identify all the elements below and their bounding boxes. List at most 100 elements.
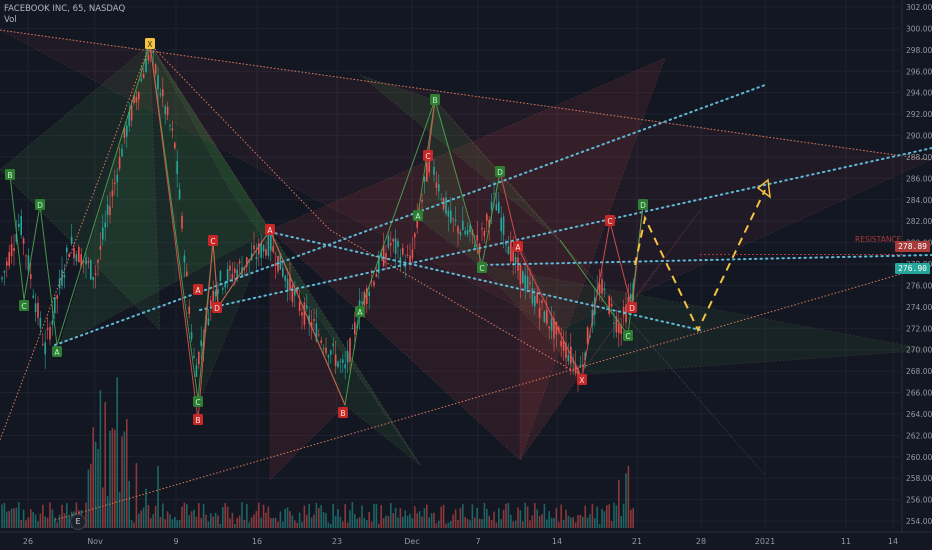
candle-body xyxy=(584,352,586,361)
candle-body xyxy=(106,204,109,216)
volume-bar xyxy=(39,513,42,528)
volume-bar xyxy=(198,503,200,528)
volume-bar xyxy=(555,508,558,528)
price-axis-label: 300.00 xyxy=(906,24,932,33)
volume-bar xyxy=(541,514,543,528)
volume-bar xyxy=(490,520,493,528)
candle-body xyxy=(346,351,349,363)
volume-bar xyxy=(150,518,152,528)
candle-body xyxy=(351,327,354,329)
channel-line xyxy=(199,147,932,311)
pattern-triangle xyxy=(269,229,421,466)
volume-bar xyxy=(574,522,577,528)
candle-body xyxy=(210,300,212,307)
candle-body xyxy=(82,260,85,263)
price-axis-label: 292.00 xyxy=(906,110,932,119)
volume-bar xyxy=(476,507,478,528)
candle-body xyxy=(116,174,118,183)
candle-body xyxy=(75,254,78,262)
volume-bar xyxy=(378,523,380,528)
trend-line xyxy=(149,43,331,231)
volume-bar xyxy=(310,517,313,528)
candle-body xyxy=(111,190,114,197)
volume-bar xyxy=(536,509,538,528)
candle-body xyxy=(627,297,630,304)
volume-bar xyxy=(284,508,286,528)
volume-bar xyxy=(92,427,94,528)
pattern-point-c-label: C xyxy=(607,217,612,226)
volume-bar xyxy=(85,502,87,528)
pattern-point-d-badge xyxy=(495,166,505,177)
volume-bar xyxy=(34,514,37,528)
volume-bar xyxy=(591,503,594,528)
pattern-point-c-label: C xyxy=(625,332,630,341)
channel-line xyxy=(479,254,932,266)
trend-line xyxy=(329,229,581,376)
volume-label: Vol xyxy=(4,15,17,25)
volume-bar xyxy=(447,522,450,528)
volume-bar xyxy=(615,505,618,528)
candle-body xyxy=(306,305,308,309)
volume-bar xyxy=(361,505,363,528)
volume-bar xyxy=(462,503,464,528)
candle-body xyxy=(270,233,272,251)
candle-body xyxy=(435,182,438,189)
candle-body xyxy=(339,360,342,362)
volume-bar xyxy=(438,520,440,528)
candle-body xyxy=(128,111,130,126)
volume-bar xyxy=(58,514,61,528)
pattern-point-d-badge xyxy=(35,199,45,210)
time-axis-label: 28 xyxy=(696,537,706,546)
volume-bar xyxy=(466,518,469,528)
time-axis-label: 23 xyxy=(332,537,342,546)
volume-bar xyxy=(68,516,70,528)
volume-bar xyxy=(30,509,32,528)
volume-bar xyxy=(178,519,181,528)
candle-body xyxy=(466,230,469,235)
volume-bar xyxy=(428,517,430,528)
candle-body xyxy=(522,271,524,284)
volume-bar xyxy=(346,522,349,528)
pattern-point-d-label: D xyxy=(37,201,43,210)
price-axis-label: 272.00 xyxy=(906,324,932,333)
volume-bar xyxy=(306,514,308,528)
volume-bar xyxy=(121,436,123,528)
candle-body xyxy=(114,182,116,185)
volume-bar xyxy=(363,517,366,528)
candle-body xyxy=(392,239,394,242)
candle-body xyxy=(462,220,464,230)
candle-body xyxy=(42,343,44,345)
volume-bar xyxy=(589,514,591,528)
candle-body xyxy=(342,359,344,363)
volume-bar xyxy=(286,507,289,528)
pattern-point-c-badge xyxy=(605,215,615,226)
volume-bar xyxy=(164,519,166,528)
pattern-point-b-label: B xyxy=(195,416,200,425)
candle-body xyxy=(18,223,20,227)
volume-bar xyxy=(130,520,133,528)
volume-bar xyxy=(63,513,66,528)
volume-bar xyxy=(524,502,526,528)
candle-body xyxy=(3,271,6,273)
candle-body xyxy=(493,193,495,195)
candle-body xyxy=(174,142,176,149)
volume-bar xyxy=(327,522,330,528)
candle-body xyxy=(536,292,538,303)
volume-bar xyxy=(596,506,598,528)
volume-bar xyxy=(399,508,402,528)
pattern-point-a-label: A xyxy=(267,226,273,235)
volume-bar xyxy=(114,429,116,528)
price-axis-label: 256.00 xyxy=(906,496,932,505)
volume-bar xyxy=(519,510,522,528)
volume-bar xyxy=(318,507,320,528)
volume-bar xyxy=(49,502,51,528)
candle-body xyxy=(301,312,303,316)
time-axis-label: Dec xyxy=(404,537,419,546)
volume-bar xyxy=(291,515,294,528)
candle-body xyxy=(373,281,375,286)
volume-bar xyxy=(243,519,246,528)
volume-bar xyxy=(262,504,265,528)
candle-body xyxy=(121,148,123,157)
earnings-event-badge[interactable]: E xyxy=(70,514,86,530)
